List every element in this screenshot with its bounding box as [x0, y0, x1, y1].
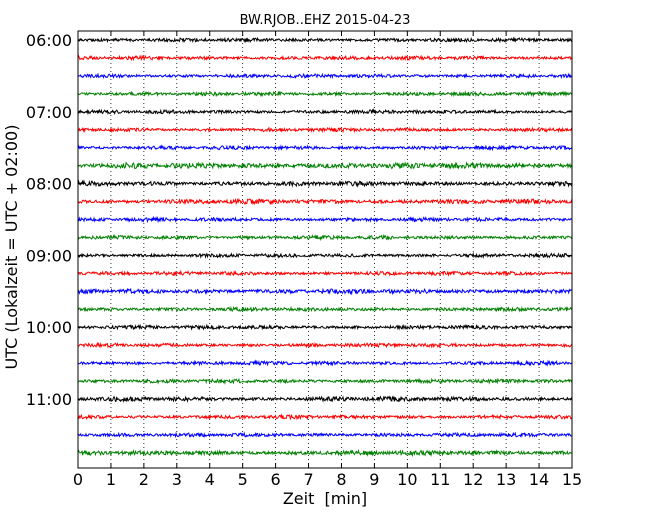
y-tick-labels: 06:00 07:00 08:00 09:00 10:00 11:00 [26, 31, 72, 409]
trace-0900 [77, 251, 573, 259]
chart-title: BW.RJOB..EHZ 2015-04-23 [240, 13, 411, 28]
y-tick-label: 07:00 [26, 103, 72, 122]
trace-0930 [77, 287, 573, 296]
x-tick-label: 0 [73, 470, 83, 489]
trace-1015 [77, 341, 573, 349]
trace-0645 [77, 90, 573, 98]
trace-0800 [77, 179, 573, 188]
trace-0730 [77, 144, 573, 152]
x-tick-label: 10 [397, 470, 417, 489]
x-tick-label: 4 [205, 470, 215, 489]
vertical-grid [110, 31, 540, 468]
trace-0715 [77, 126, 573, 134]
y-tick-label: 10:00 [26, 318, 72, 337]
x-tick-label: 2 [139, 470, 149, 489]
y-tick-label: 11:00 [26, 390, 72, 409]
x-tick-label: 5 [238, 470, 248, 489]
trace-0915 [77, 269, 573, 277]
plot-frame [77, 30, 573, 469]
x-tick-label: 8 [336, 470, 346, 489]
trace-0700 [77, 108, 573, 116]
x-tick-label: 12 [463, 470, 483, 489]
trace-0630 [77, 72, 573, 80]
y-tick-label: 09:00 [26, 246, 72, 265]
x-tick-label: 1 [106, 470, 116, 489]
trace-0745 [77, 161, 573, 170]
x-tick-label: 14 [529, 470, 549, 489]
trace-1030 [77, 359, 573, 367]
trace-1100 [77, 395, 573, 403]
y-tick-label: 08:00 [26, 175, 72, 194]
seismic-traces [77, 36, 573, 458]
x-tick-label: 3 [172, 470, 182, 489]
x-tick-label: 15 [562, 470, 582, 489]
x-tick-labels: 0 1 2 3 4 5 6 7 8 9 10 11 12 13 14 15 [73, 470, 582, 489]
trace-0815 [77, 197, 573, 206]
trace-0615 [77, 54, 573, 62]
y-tick-label: 06:00 [26, 31, 72, 50]
x-tick-label: 6 [271, 470, 281, 489]
axes [77, 30, 573, 469]
trace-0600 [77, 36, 573, 44]
x-axis-label: Zeit [min] [283, 489, 367, 508]
trace-1115 [77, 413, 573, 421]
trace-0945 [77, 305, 573, 313]
trace-0845 [77, 234, 573, 242]
x-tick-label: 9 [369, 470, 379, 489]
trace-1000 [77, 323, 573, 331]
trace-1045 [77, 377, 573, 385]
x-tick-label: 11 [430, 470, 450, 489]
trace-1130 [77, 431, 573, 439]
y-axis-label: UTC (Lokalzeit = UTC + 02:00) [2, 125, 21, 370]
trace-0830 [77, 215, 573, 224]
x-tick-label: 7 [303, 470, 313, 489]
x-tick-label: 13 [496, 470, 516, 489]
trace-1145 [77, 448, 573, 458]
